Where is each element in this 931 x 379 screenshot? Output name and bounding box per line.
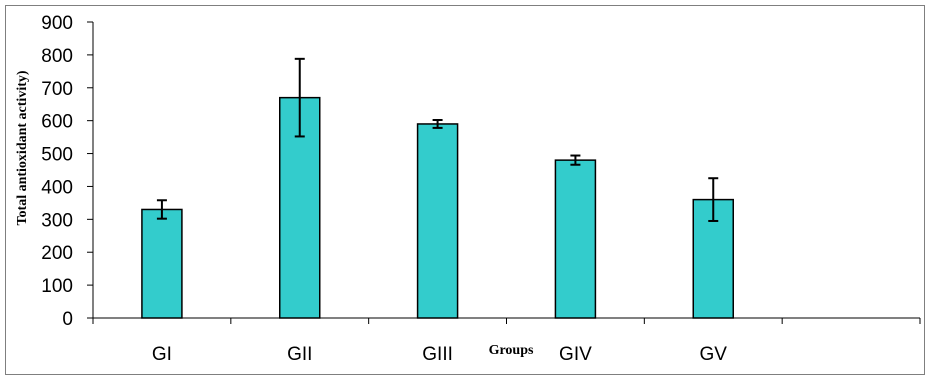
axes [87,21,921,324]
x-tick-label: GII [287,344,312,365]
y-tick-label: 500 [41,145,73,166]
x-tick-label: GV [700,344,728,365]
bars [141,96,734,319]
y-tick-label: 900 [41,13,73,34]
y-axis-title: Total antioxidant activity) [15,70,30,225]
x-axis-title: Groups [489,343,534,358]
y-tick-label: 800 [41,46,73,67]
y-tick-labels: 0 100 200 300 400 500 600 700 800 900 [41,13,73,330]
error-bars [156,57,719,222]
x-tick-label: GI [152,344,172,365]
x-tick-label: GIV [559,344,592,365]
bar [416,123,459,319]
y-tick-label: 100 [41,276,73,297]
x-tick-label: GIII [422,344,453,365]
y-tick-label: 200 [41,243,73,264]
x-tick-labels: GI GII GIII GIV GV [152,344,727,365]
bar [554,159,597,319]
bar [141,208,183,319]
y-tick-label: 600 [41,112,73,133]
y-tick-label: 400 [41,177,73,198]
y-tick-label: 700 [41,79,73,100]
y-tick-label: 300 [41,210,73,231]
y-tick-label: 0 [62,309,73,330]
